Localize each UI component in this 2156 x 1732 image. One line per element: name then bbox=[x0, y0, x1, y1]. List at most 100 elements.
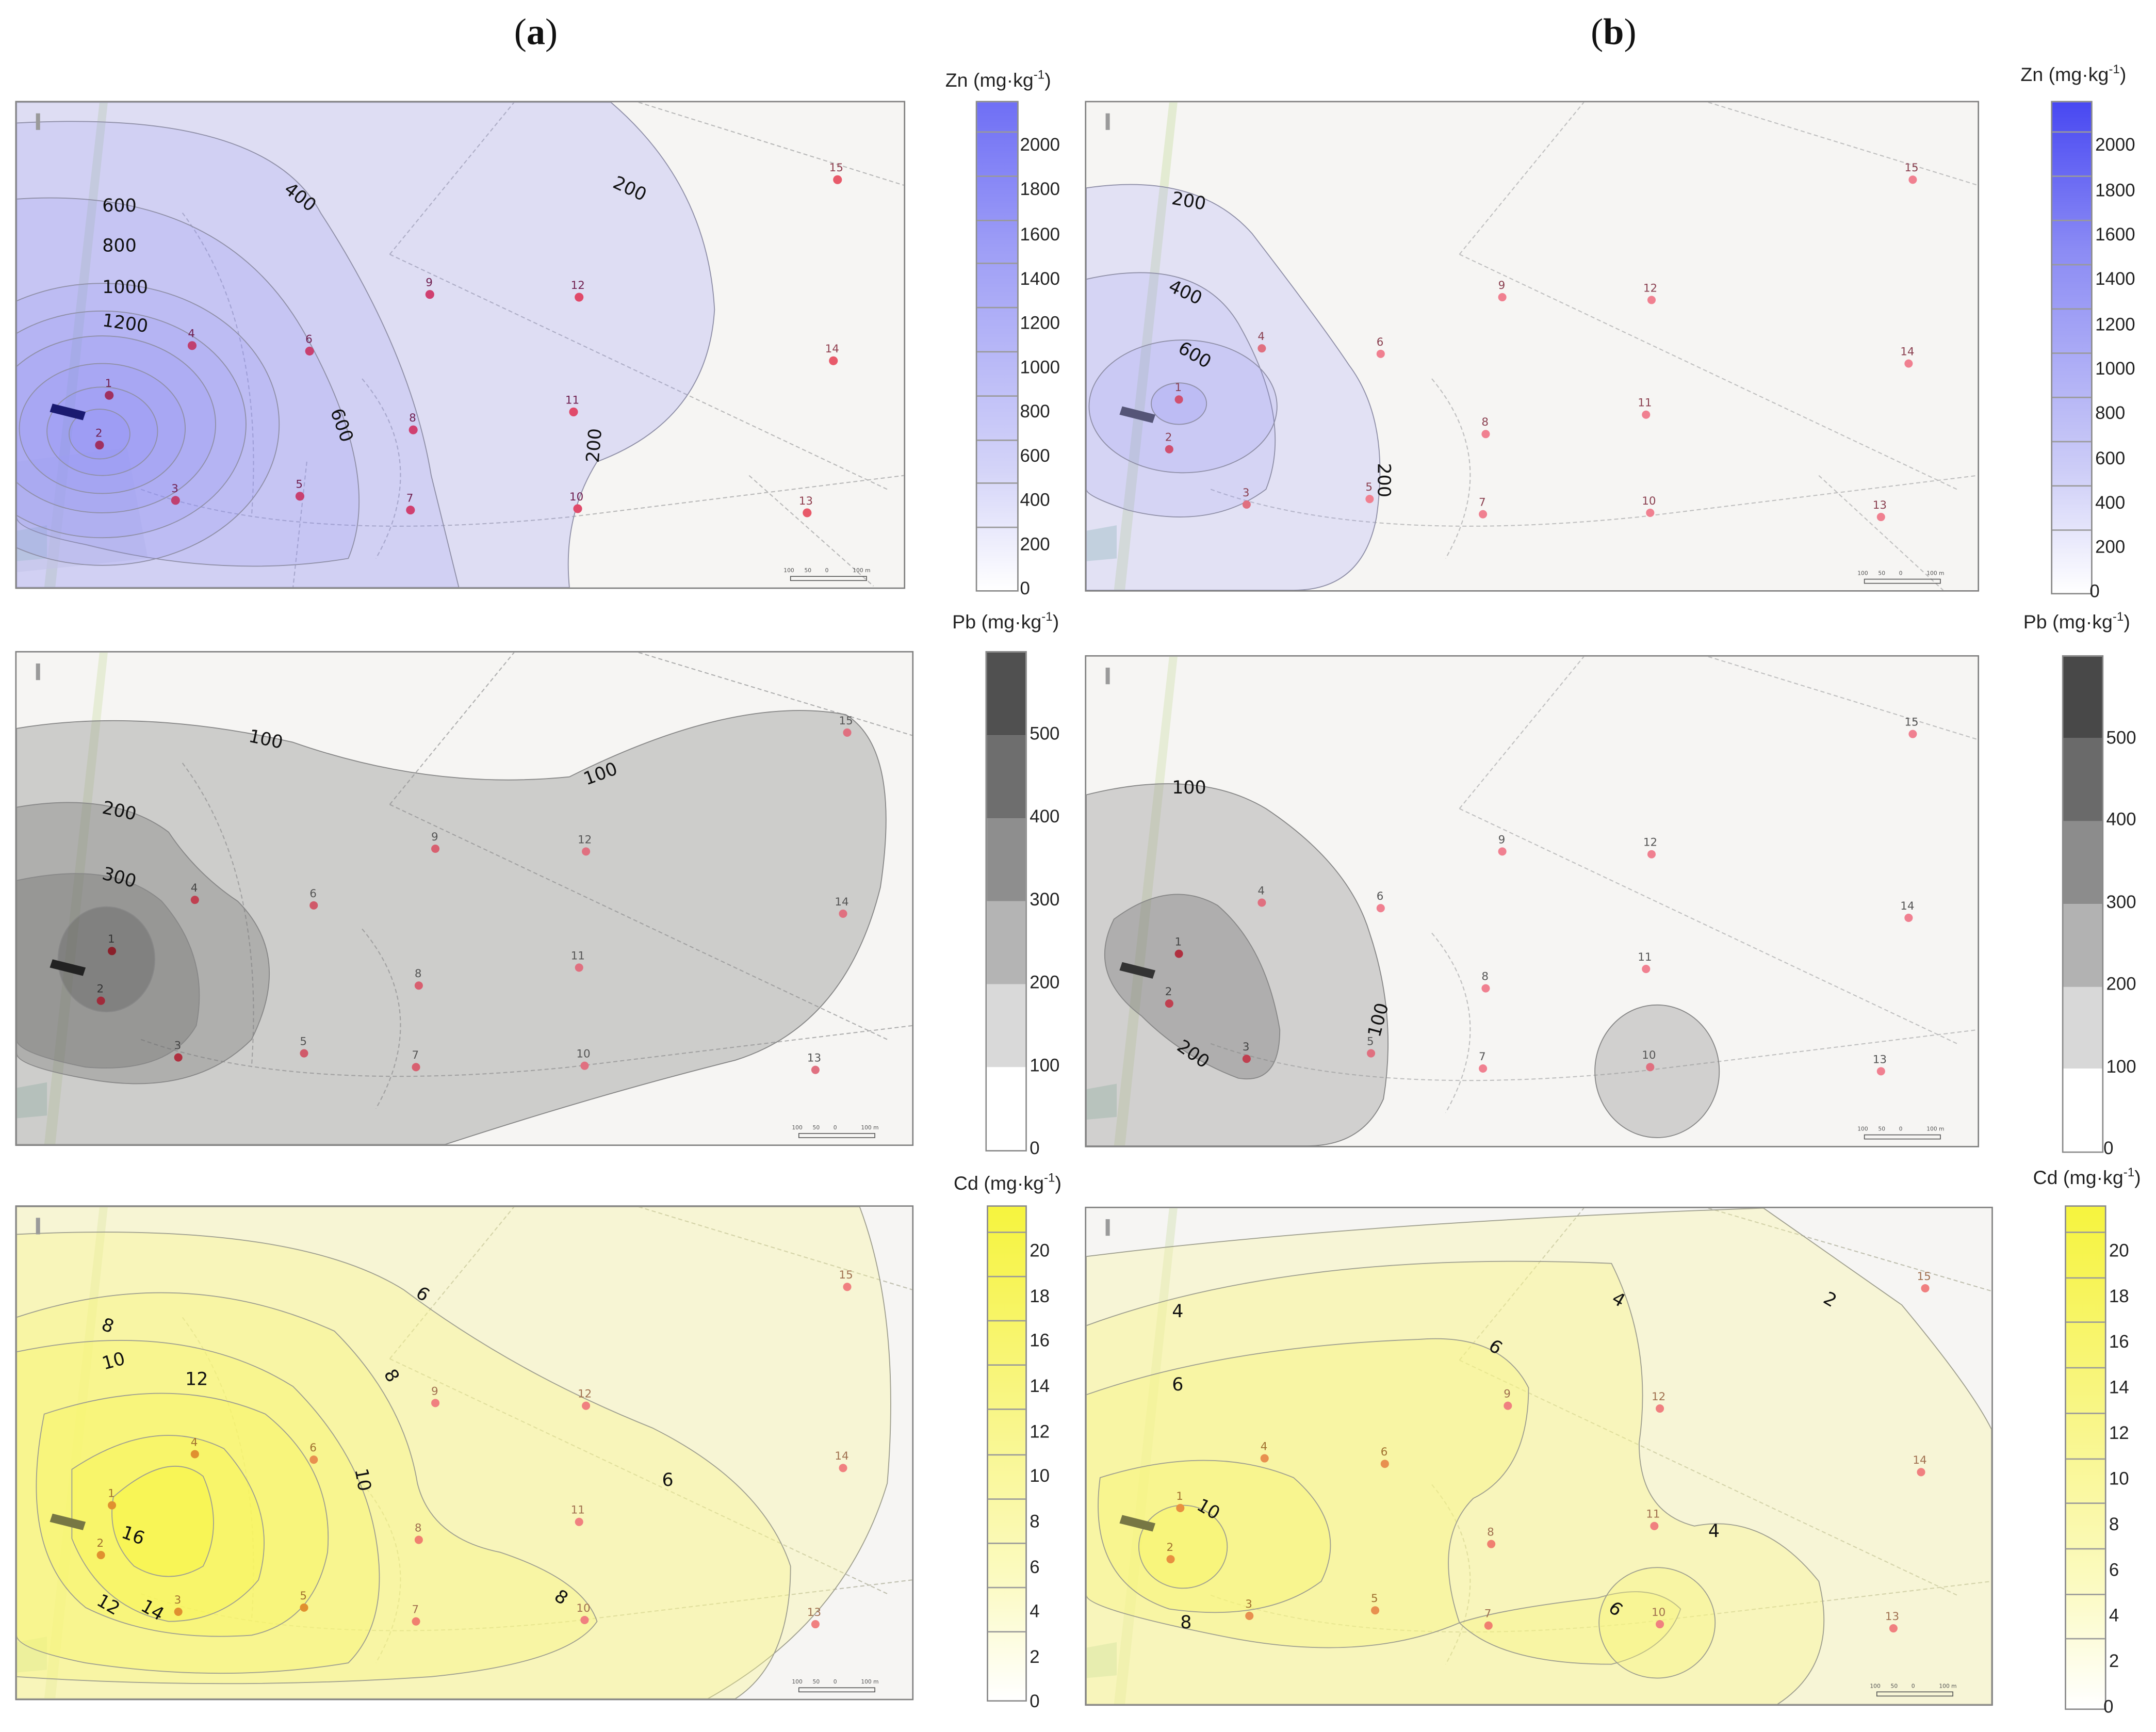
legend-tick: 1000 bbox=[2095, 358, 2135, 379]
svg-text:14: 14 bbox=[1913, 1454, 1926, 1467]
sampling-point-1: 1 bbox=[1174, 936, 1183, 958]
sampling-point-5: 5 bbox=[300, 1035, 308, 1058]
sampling-point-1: 1 bbox=[108, 933, 117, 956]
factory-building bbox=[1119, 406, 1156, 423]
map-a-zn: 200 200 400 600 600 800 1000 1200 1 2 3 … bbox=[15, 101, 906, 589]
sampling-point-9: 9 bbox=[1498, 833, 1507, 856]
sampling-point-2: 2 bbox=[1166, 1541, 1175, 1564]
svg-text:7: 7 bbox=[1484, 1608, 1492, 1621]
svg-text:12: 12 bbox=[1643, 836, 1657, 849]
sampling-point-7: 7 bbox=[1484, 1608, 1493, 1630]
sampling-point-4: 4 bbox=[1260, 1440, 1269, 1463]
sampling-point-4: 4 bbox=[1257, 330, 1266, 353]
legend-tick: 1200 bbox=[1020, 312, 1060, 333]
svg-text:7: 7 bbox=[406, 492, 414, 505]
svg-text:10: 10 bbox=[576, 1048, 590, 1061]
pb-300 bbox=[17, 873, 200, 1069]
legend-tick: 600 bbox=[2095, 448, 2126, 469]
svg-text:4: 4 bbox=[1257, 330, 1265, 343]
sampling-point-1: 1 bbox=[1176, 1490, 1185, 1513]
svg-text:6: 6 bbox=[1377, 890, 1384, 903]
svg-text:15: 15 bbox=[1904, 161, 1918, 174]
sampling-point-9: 9 bbox=[431, 831, 440, 853]
sampling-points: 1 2 3 4 5 6 7 8 9 10 11 12 13 14 15 bbox=[95, 161, 843, 517]
sampling-points: 1 2 3 4 5 6 7 8 9 10 11 12 13 14 15 bbox=[1166, 1270, 1931, 1633]
svg-text:11: 11 bbox=[1638, 951, 1652, 964]
scale-bar: 100 50 0 100 m bbox=[1857, 570, 1944, 584]
legend-tick: 2 bbox=[1030, 1646, 1040, 1668]
svg-text:600: 600 bbox=[102, 196, 136, 216]
svg-text:9: 9 bbox=[1498, 833, 1506, 846]
svg-text:100: 100 bbox=[783, 567, 794, 574]
legend-tick: 6 bbox=[1030, 1556, 1040, 1577]
svg-text:5: 5 bbox=[1371, 1592, 1378, 1605]
legend-tick: 500 bbox=[2106, 727, 2136, 748]
sampling-point-11: 11 bbox=[571, 1504, 585, 1526]
cd-16 bbox=[111, 1466, 214, 1577]
map-b-cd-svg: 4 4 2 6 6 10 8 4 6 1 2 3 4 5 6 7 8 9 10 bbox=[1086, 1208, 1992, 1705]
legend-bar-pb-b bbox=[2062, 655, 2104, 1153]
legend-tick: 12 bbox=[2109, 1422, 2129, 1444]
svg-text:14: 14 bbox=[1900, 346, 1914, 359]
svg-text:10: 10 bbox=[1642, 1049, 1656, 1062]
legend-tick: 1400 bbox=[1020, 268, 1060, 289]
svg-text:0: 0 bbox=[1899, 570, 1903, 577]
sampling-point-11: 11 bbox=[1638, 397, 1652, 419]
factory-building bbox=[50, 403, 86, 420]
svg-text:14: 14 bbox=[1900, 900, 1914, 913]
sampling-point-12: 12 bbox=[1643, 836, 1657, 859]
legend-tick: 20 bbox=[2109, 1240, 2129, 1261]
basemap bbox=[140, 1206, 912, 1663]
sampling-point-10: 10 bbox=[576, 1602, 591, 1625]
svg-text:200: 200 bbox=[583, 428, 607, 464]
sampling-points: 1 2 3 4 5 6 7 8 9 10 11 12 13 14 15 bbox=[1165, 716, 1919, 1076]
sampling-point-14: 14 bbox=[1913, 1454, 1927, 1477]
sampling-point-2: 2 bbox=[96, 1537, 105, 1560]
svg-text:9: 9 bbox=[1504, 1388, 1511, 1401]
sampling-point-7: 7 bbox=[1479, 1050, 1488, 1073]
pb-200 bbox=[1104, 894, 1281, 1080]
green-area bbox=[1086, 525, 1117, 561]
sampling-point-7: 7 bbox=[412, 1604, 420, 1626]
legend-tick: 16 bbox=[1030, 1330, 1050, 1351]
svg-text:10: 10 bbox=[1652, 1606, 1665, 1619]
svg-text:2: 2 bbox=[95, 427, 103, 440]
legend-tick: 0 bbox=[1020, 577, 1030, 599]
svg-text:5: 5 bbox=[1365, 481, 1373, 494]
legend-tick: 1400 bbox=[2095, 268, 2135, 289]
sampling-point-15: 15 bbox=[829, 161, 843, 184]
pb-400 bbox=[57, 906, 156, 1013]
sampling-point-11: 11 bbox=[1646, 1508, 1660, 1530]
svg-text:4: 4 bbox=[1257, 884, 1265, 897]
legend-tick: 200 bbox=[1030, 972, 1060, 993]
sampling-points: 1 2 3 4 5 6 7 8 9 10 11 12 13 14 15 bbox=[96, 715, 853, 1074]
svg-text:6: 6 bbox=[662, 1470, 673, 1491]
svg-text:7: 7 bbox=[1479, 1050, 1486, 1063]
pb-100 bbox=[1086, 783, 1389, 1146]
legend-tick: 1600 bbox=[2095, 224, 2135, 245]
legend-tick: 800 bbox=[1020, 400, 1050, 422]
legend-bar-zn-b bbox=[2051, 101, 2093, 595]
panel-label-a: (a) bbox=[514, 11, 558, 53]
legend-title-zn-a: Zn (mg·kg-1) bbox=[945, 68, 1051, 91]
map-b-pb: 100 100 200 1 2 3 4 5 6 7 8 9 10 11 12 1… bbox=[1085, 655, 1980, 1147]
sampling-point-5: 5 bbox=[1365, 481, 1374, 504]
north-arrow-icon bbox=[36, 113, 40, 130]
svg-text:9: 9 bbox=[1498, 279, 1506, 292]
svg-text:10: 10 bbox=[1642, 495, 1656, 508]
sampling-point-9: 9 bbox=[1504, 1388, 1512, 1410]
svg-text:4: 4 bbox=[191, 882, 198, 895]
legend-tick: 200 bbox=[2106, 973, 2136, 994]
svg-text:13: 13 bbox=[799, 495, 813, 508]
sampling-point-8: 8 bbox=[1481, 416, 1490, 439]
legend-tick: 2000 bbox=[2095, 134, 2135, 155]
svg-text:15: 15 bbox=[1904, 716, 1918, 729]
legend-tick: 8 bbox=[1030, 1511, 1040, 1532]
green-area bbox=[17, 1637, 47, 1673]
legend-tick: 300 bbox=[1030, 888, 1060, 910]
zn-200 bbox=[1086, 184, 1381, 591]
north-arrow-icon bbox=[1105, 113, 1110, 130]
sampling-point-15: 15 bbox=[1904, 161, 1919, 184]
svg-text:100 m: 100 m bbox=[1939, 1682, 1956, 1689]
svg-text:1: 1 bbox=[108, 933, 115, 946]
